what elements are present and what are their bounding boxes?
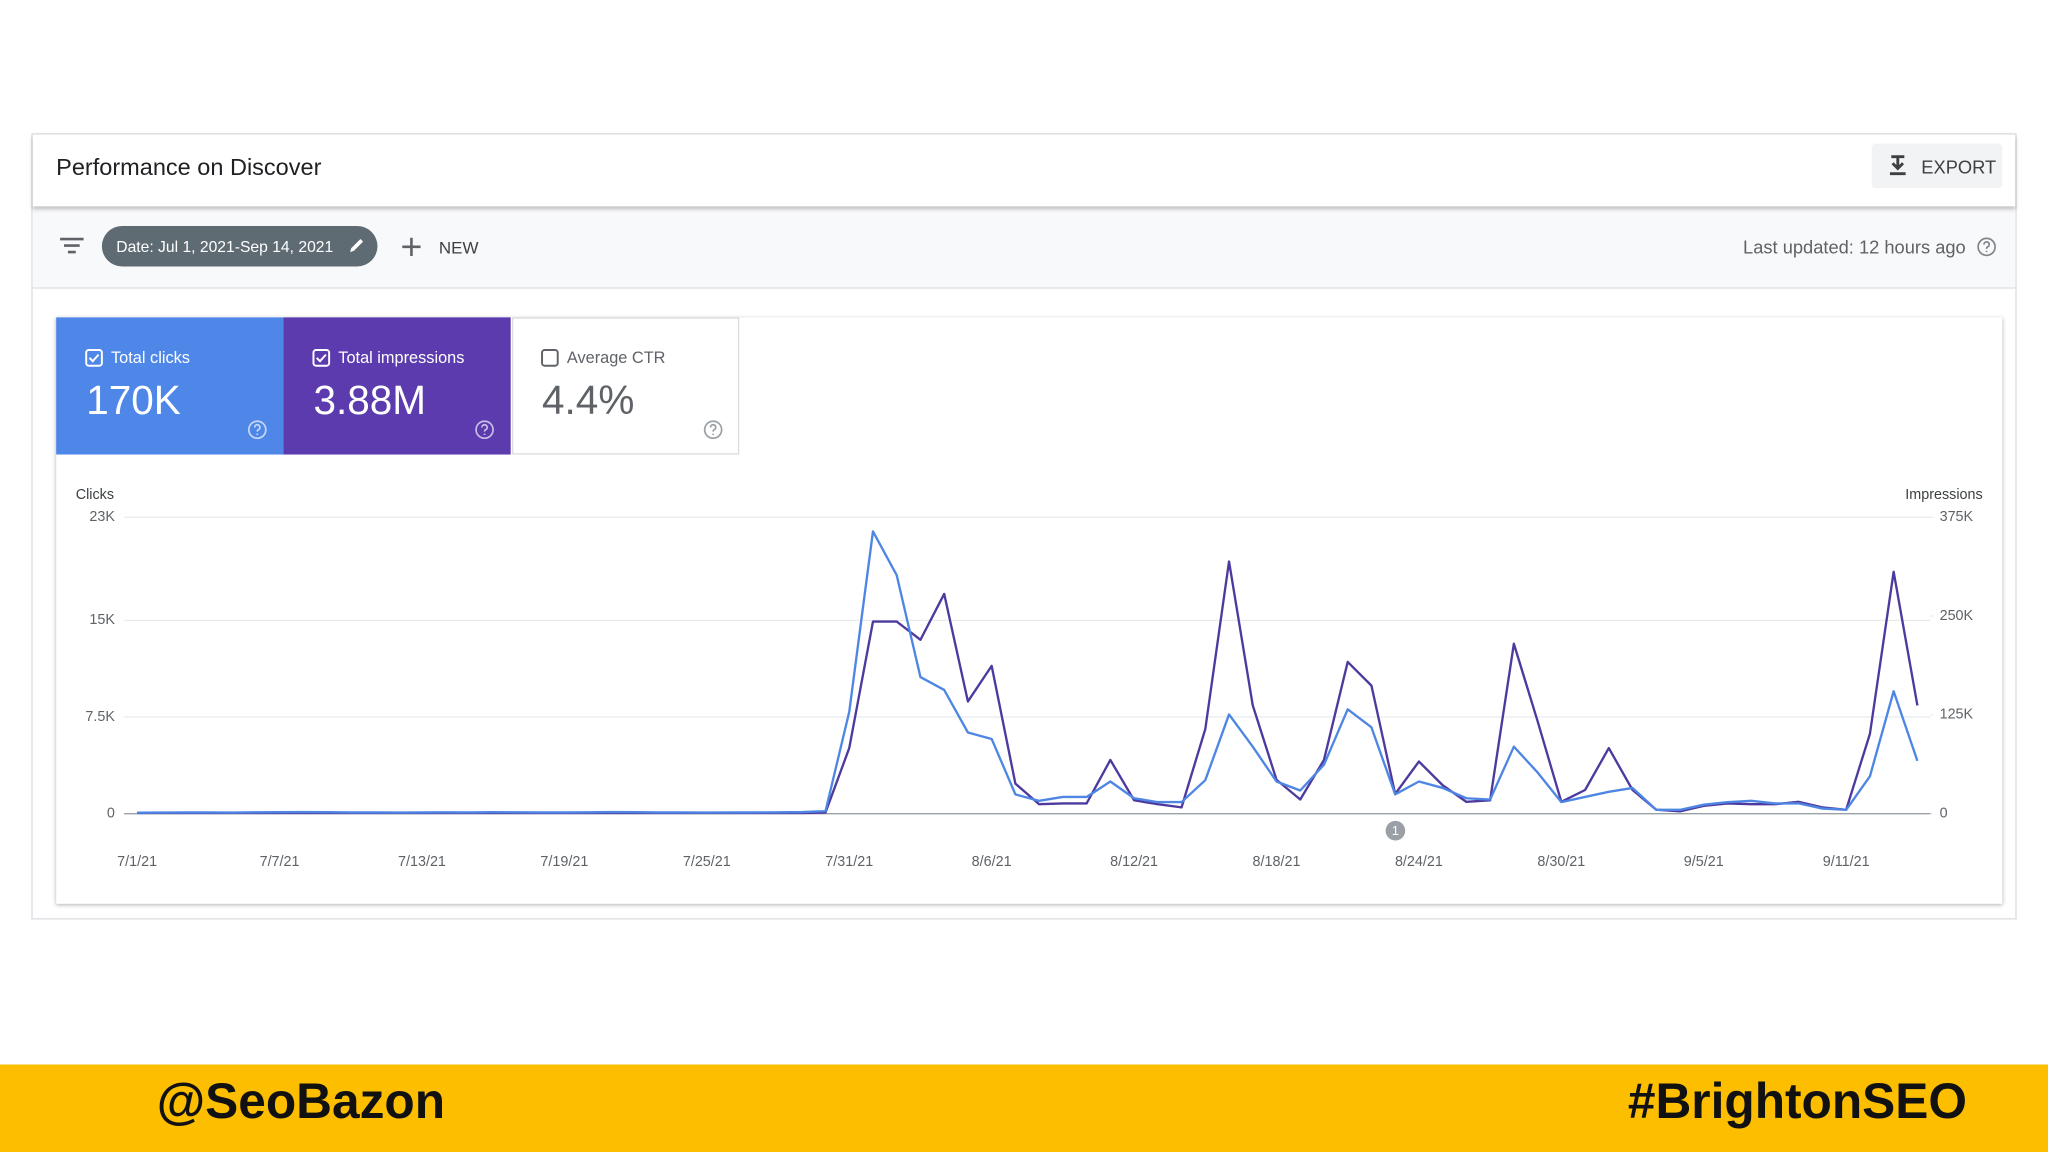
footer-handle: @SeoBazon	[156, 1074, 446, 1130]
chart-panel: Total clicks 170K Total impressions 3.88…	[56, 317, 2003, 904]
y2-tick-label: 0	[1940, 806, 1948, 822]
x-tick-label: 9/11/21	[1823, 854, 1870, 870]
new-label: NEW	[438, 237, 479, 258]
download-icon	[1889, 155, 1906, 176]
x-tick-label: 8/6/21	[972, 854, 1012, 870]
metric-label: Total impressions	[338, 348, 465, 368]
y2-tick-label: 125K	[1940, 707, 1974, 723]
new-button[interactable]: NEW	[401, 234, 492, 260]
metric-value: 4.4%	[542, 377, 635, 424]
help-icon[interactable]	[1976, 236, 1997, 257]
help-icon[interactable]	[247, 419, 268, 440]
x-tick-label: 7/19/21	[540, 854, 588, 870]
x-tick-label: 7/31/21	[825, 854, 873, 870]
metric-card[interactable]: Average CTR 4.4%	[511, 317, 740, 455]
last-updated: Last updated: 12 hours ago	[1743, 236, 1966, 258]
y-tick-label: 23K	[89, 509, 115, 525]
footer-bar: @SeoBazon #BrightonSEO	[0, 1064, 2048, 1152]
filter-bar: Date: Jul 1, 2021-Sep 14, 2021 NEW Last …	[32, 207, 2016, 289]
x-tick-label: 8/12/21	[1110, 854, 1158, 870]
series-line	[137, 530, 1919, 814]
y-axis-title: Clicks	[76, 487, 114, 503]
x-tick-label: 8/30/21	[1537, 854, 1585, 870]
help-icon[interactable]	[703, 419, 724, 440]
export-label: EXPORT	[1921, 156, 1997, 178]
y2-tick-label: 250K	[1940, 608, 1974, 624]
y2-axis-title: Impressions	[1905, 487, 1982, 503]
y-tick-label: 15K	[89, 612, 115, 628]
x-tick-label: 9/5/21	[1684, 854, 1724, 870]
checkbox	[312, 349, 331, 367]
x-tick-label: 7/25/21	[683, 854, 731, 870]
annotation-label: 1	[1392, 823, 1399, 838]
series-line	[137, 560, 1919, 815]
edit-icon	[350, 239, 364, 253]
x-tick-label: 7/13/21	[398, 854, 446, 870]
performance-card: Performance on Discover EXPORT Date: Jul…	[31, 133, 2017, 920]
plus-icon	[402, 237, 421, 256]
metric-value: 3.88M	[313, 377, 427, 424]
metric-card[interactable]: Total clicks 170K	[56, 317, 284, 455]
footer-hashtag: #BrightonSEO	[1627, 1074, 1968, 1130]
y-tick-label: 7.5K	[85, 709, 115, 725]
x-tick-label: 8/24/21	[1395, 854, 1443, 870]
date-label: Date: Jul 1, 2021-Sep 14, 2021	[116, 237, 334, 256]
x-tick-label: 7/7/21	[260, 854, 300, 870]
metric-label: Average CTR	[566, 348, 666, 368]
checkbox	[85, 349, 103, 367]
metric-card[interactable]: Total impressions 3.88M	[283, 317, 511, 455]
filter-icon[interactable]	[59, 234, 85, 258]
date-chip[interactable]: Date: Jul 1, 2021-Sep 14, 2021	[101, 225, 378, 267]
y2-tick-label: 375K	[1940, 509, 1974, 525]
chart: Clicks Impressions 0 7.5K 15K 23K 0 125K 250K 375…	[76, 487, 1983, 870]
help-icon[interactable]	[474, 419, 495, 440]
checkbox	[541, 349, 559, 367]
page-title: Performance on Discover	[56, 154, 322, 181]
metric-label: Total clicks	[111, 348, 190, 368]
x-tick-label: 7/1/21	[117, 854, 157, 870]
metric-value: 170K	[86, 377, 181, 424]
x-tick-label: 8/18/21	[1253, 854, 1301, 870]
header: Performance on Discover EXPORT	[32, 134, 2016, 207]
y-tick-label: 0	[107, 806, 115, 822]
export-button[interactable]: EXPORT	[1871, 143, 2003, 189]
annotation-marker	[1385, 820, 1406, 841]
